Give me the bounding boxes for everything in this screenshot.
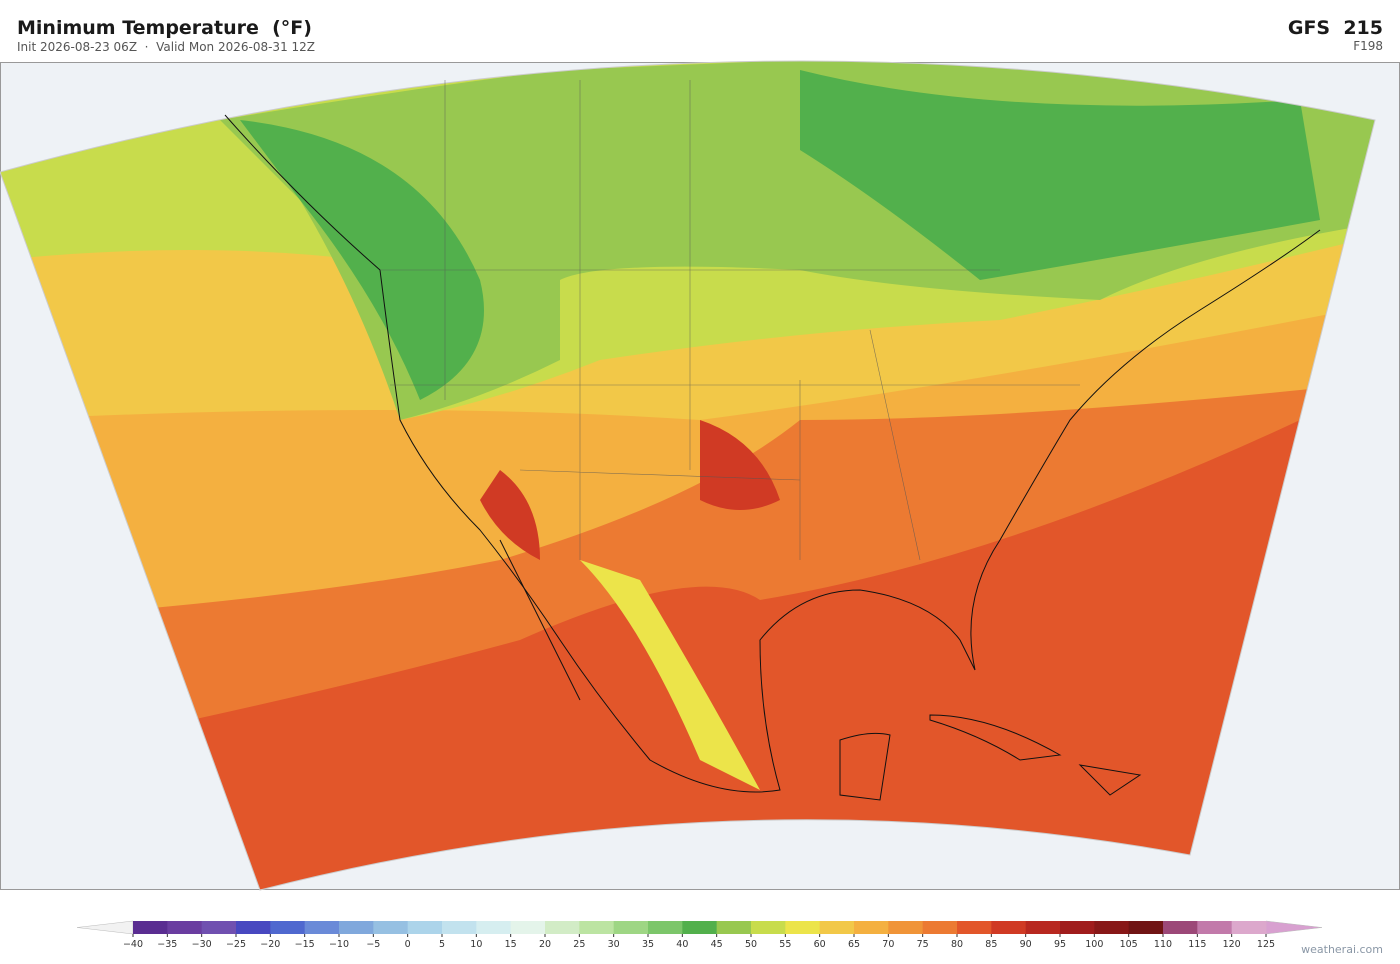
colorbar-segment — [682, 921, 718, 934]
colorbar-tick-label: −40 — [123, 939, 143, 950]
colorbar-tick-label: 45 — [711, 939, 723, 950]
colorbar-tick-label: 80 — [951, 939, 963, 950]
colorbar-segment — [785, 921, 821, 934]
colorbar-tick-label: −5 — [366, 939, 380, 950]
colorbar-tick-label: 10 — [470, 939, 482, 950]
colorbar-segment — [407, 921, 443, 934]
colorbar-segment — [1060, 921, 1095, 934]
colorbar-under — [76, 920, 134, 935]
colorbar-tick-label: 30 — [608, 939, 620, 950]
colorbar-tick-label: −35 — [157, 939, 177, 950]
colorbar-tick-label: −25 — [226, 939, 246, 950]
colorbar-over — [1265, 920, 1323, 935]
colorbar-segment — [579, 921, 615, 934]
colorbar-segment — [442, 921, 477, 934]
colorbar-segment — [957, 921, 992, 934]
colorbar-tick-label: 55 — [779, 939, 791, 950]
colorbar-tick-label: −15 — [295, 939, 315, 950]
colorbar-segment — [304, 921, 340, 934]
colorbar-tick-label: −20 — [260, 939, 280, 950]
colorbar-tick-label: 25 — [573, 939, 585, 950]
colorbar-segment — [339, 921, 374, 934]
colorbar-segment — [991, 921, 1027, 934]
colorbar-tick-label: 100 — [1085, 939, 1103, 950]
colorbar-segment — [1094, 921, 1130, 934]
colorbar-tick-label: 110 — [1154, 939, 1172, 950]
colorbar-segment — [1128, 921, 1164, 934]
colorbar-segment — [201, 921, 237, 934]
colorbar-segment — [510, 921, 546, 934]
colorbar-segment — [648, 921, 683, 934]
colorbar-tick-label: −10 — [329, 939, 349, 950]
colorbar-tick-label: 35 — [642, 939, 654, 950]
subtitle: Init 2026-08-23 06Z · Valid Mon 2026-08-… — [17, 40, 315, 54]
map — [0, 60, 1400, 891]
model-label: GFS 215 — [1288, 17, 1383, 39]
colorbar-segment — [476, 921, 512, 934]
colorbar-segment — [1163, 921, 1198, 934]
colorbar-tick-label: 105 — [1120, 939, 1138, 950]
colorbar-segment — [373, 921, 409, 934]
colorbar-segment — [1197, 921, 1233, 934]
colorbar-tick-label: 125 — [1257, 939, 1275, 950]
colorbar-tick-label: 5 — [439, 939, 445, 950]
colorbar-segment — [133, 921, 168, 934]
watermark: weatherai.com — [1301, 943, 1383, 956]
colorbar-segment — [922, 921, 958, 934]
colorbar-tick-label: 15 — [505, 939, 517, 950]
colorbar-tick-label: 40 — [676, 939, 688, 950]
colorbar-segment — [1025, 921, 1061, 934]
colorbar-tick-label: 90 — [1020, 939, 1032, 950]
colorbar-tick-label: 0 — [405, 939, 411, 950]
colorbar-segment — [819, 921, 855, 934]
colorbar-tick-label: 75 — [917, 939, 929, 950]
forecast-hour: F198 — [1353, 39, 1383, 53]
colorbar-tick-label: 120 — [1223, 939, 1241, 950]
colorbar-tick-label: 50 — [745, 939, 757, 950]
colorbar-segment — [270, 921, 306, 934]
colorbar-segment — [167, 921, 203, 934]
colorbar-tick-label: −30 — [192, 939, 212, 950]
colorbar-tick-label: 70 — [882, 939, 894, 950]
colorbar-segment — [888, 921, 924, 934]
colorbar-tick-label: 95 — [1054, 939, 1066, 950]
colorbar-segment — [613, 921, 649, 934]
colorbar-tick-label: 65 — [848, 939, 860, 950]
title: Minimum Temperature (°F) — [17, 17, 312, 39]
colorbar-tick-label: 60 — [814, 939, 826, 950]
colorbar-tick-label: 85 — [985, 939, 997, 950]
colorbar-segment — [854, 921, 889, 934]
colorbar-segment — [716, 921, 752, 934]
colorbar-tick-label: 20 — [539, 939, 551, 950]
colorbar-segment — [1231, 921, 1267, 934]
colorbar-segment — [545, 921, 580, 934]
colorbar-tick-label: 115 — [1188, 939, 1206, 950]
colorbar: −40 −35 −30 −25 −20 −15 −10 −5 0 5 10 15 20 25 30 35 40 4… — [76, 920, 1323, 950]
colorbar-segment — [751, 921, 786, 934]
colorbar-segment — [236, 921, 271, 934]
